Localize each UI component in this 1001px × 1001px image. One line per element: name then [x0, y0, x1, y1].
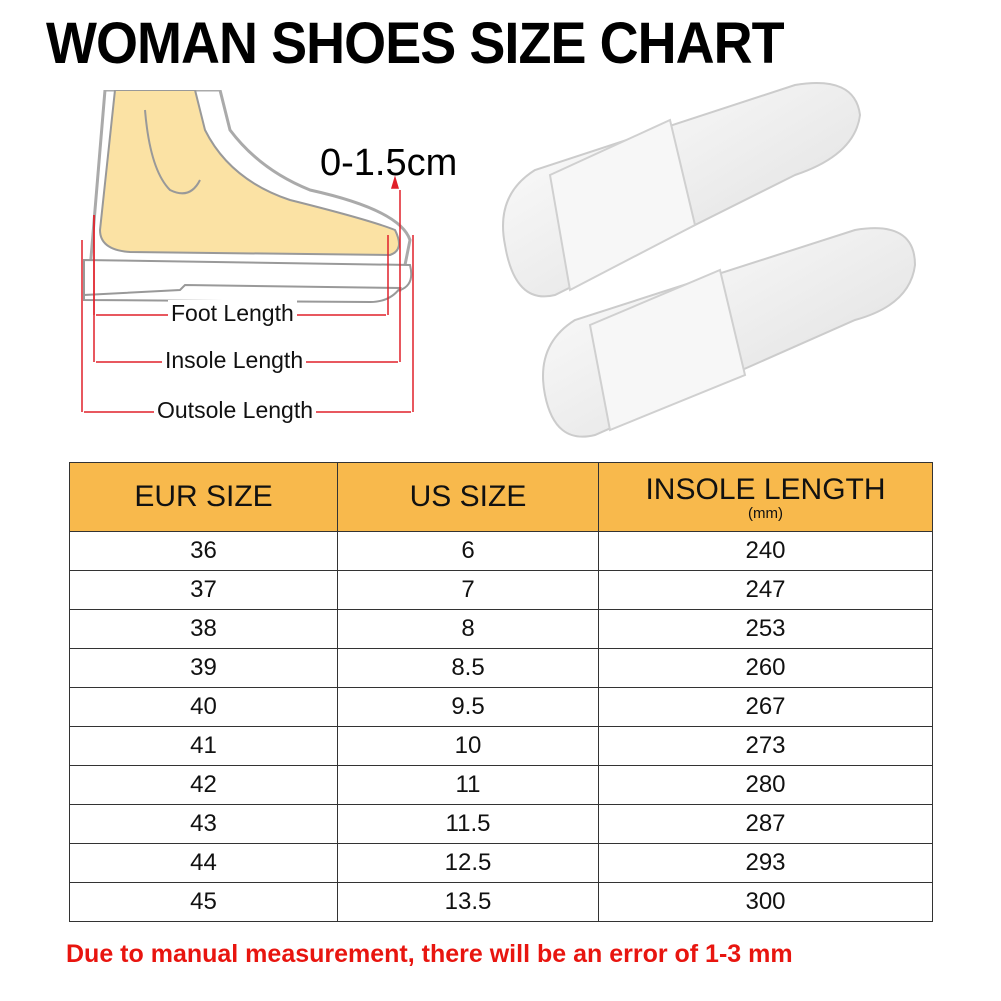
table-row: 43 11.5 287: [69, 804, 933, 844]
eur-size-cell: 44: [69, 843, 338, 883]
table-row: 45 13.5 300: [69, 882, 933, 922]
insole-length-label: Insole Length: [162, 347, 307, 374]
eur-size-cell: 43: [69, 804, 338, 844]
us-size-cell: 7: [337, 570, 599, 610]
insole-length-cell: 280: [598, 765, 933, 805]
header-insole-length-text: INSOLE LENGTH: [645, 473, 886, 506]
table-row: 39 8.5 260: [69, 648, 933, 688]
outsole-length-label: Outsole Length: [154, 397, 317, 424]
insole-length-cell: 293: [598, 843, 933, 883]
header-unit: (mm): [748, 505, 783, 522]
eur-size-cell: 39: [69, 648, 338, 688]
header-us-size: US SIZE: [337, 462, 599, 532]
table-row: 37 7 247: [69, 570, 933, 610]
eur-size-cell: 40: [69, 687, 338, 727]
eur-size-cell: 45: [69, 882, 338, 922]
insole-length-cell: 267: [598, 687, 933, 727]
insole-length-cell: 273: [598, 726, 933, 766]
us-size-cell: 13.5: [337, 882, 599, 922]
us-size-cell: 11.5: [337, 804, 599, 844]
slide-sandal-icon: [502, 82, 917, 438]
us-size-cell: 10: [337, 726, 599, 766]
insole-length-cell: 247: [598, 570, 933, 610]
eur-size-cell: 41: [69, 726, 338, 766]
table-row: 36 6 240: [69, 531, 933, 571]
us-size-cell: 6: [337, 531, 599, 571]
us-size-cell: 9.5: [337, 687, 599, 727]
us-size-cell: 8: [337, 609, 599, 649]
insole-length-cell: 260: [598, 648, 933, 688]
size-table: EUR SIZE US SIZE INSOLE LENGTH (mm) 36 6 24…: [69, 462, 933, 922]
table-row: 40 9.5 267: [69, 687, 933, 727]
toe-gap-label: 0-1.5cm: [320, 142, 458, 184]
table-row: 42 11 280: [69, 765, 933, 805]
table-row: 38 8 253: [69, 609, 933, 649]
eur-size-cell: 36: [69, 531, 338, 571]
table-row: 44 12.5 293: [69, 843, 933, 883]
header-insole-length: INSOLE LENGTH (mm): [598, 462, 933, 532]
foot-length-label: Foot Length: [168, 300, 297, 327]
foot-measurement-diagram: Foot Length Insole Length Outsole Length: [70, 88, 500, 435]
header-eur-size: EUR SIZE: [69, 462, 338, 532]
page-title: WOMAN SHOES SIZE CHART: [46, 11, 785, 76]
us-size-cell: 8.5: [337, 648, 599, 688]
shoe-foot-illustration: [81, 88, 414, 413]
insole-length-cell: 253: [598, 609, 933, 649]
eur-size-cell: 42: [69, 765, 338, 805]
table-row: 41 10 273: [69, 726, 933, 766]
measurement-error-note: Due to manual measurement, there will be…: [66, 940, 793, 968]
us-size-cell: 12.5: [337, 843, 599, 883]
insole-length-cell: 287: [598, 804, 933, 844]
slide-sandals-image: [495, 75, 925, 445]
table-header-row: EUR SIZE US SIZE INSOLE LENGTH (mm): [69, 462, 933, 532]
eur-size-cell: 37: [69, 570, 338, 610]
insole-length-cell: 240: [598, 531, 933, 571]
eur-size-cell: 38: [69, 609, 338, 649]
us-size-cell: 11: [337, 765, 599, 805]
insole-length-cell: 300: [598, 882, 933, 922]
